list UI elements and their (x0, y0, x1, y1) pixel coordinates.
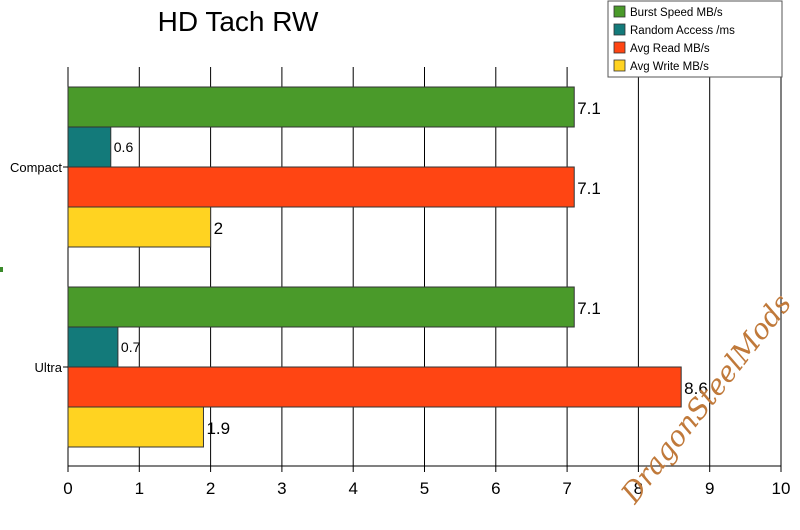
category-label: Compact (10, 160, 62, 175)
data-label: 2 (214, 219, 223, 238)
axes: 0 1 2 3 4 5 6 7 8 9 10 Compact Ultra (0, 160, 790, 498)
category-label: Ultra (35, 360, 63, 375)
x-tick-label: 5 (420, 479, 429, 498)
grid (67, 67, 782, 472)
bar (67, 366, 682, 408)
x-tick-label: 1 (135, 479, 144, 498)
legend-swatch (613, 59, 626, 72)
data-label: 1.9 (206, 419, 230, 438)
x-tick-label: 7 (562, 479, 571, 498)
x-tick-label: 0 (63, 479, 72, 498)
bar (67, 126, 112, 168)
legend-label: Avg Read MB/s (630, 43, 710, 55)
legend-label: Random Access /ms (630, 25, 735, 37)
legend-label: Avg Write MB/s (630, 61, 709, 73)
legend-swatch (613, 23, 626, 36)
x-tick-label: 2 (206, 479, 215, 498)
data-label: 7.1 (577, 99, 601, 118)
x-tick-label: 10 (772, 479, 791, 498)
data-label: 0.7 (121, 339, 141, 355)
data-label: 7.1 (577, 179, 601, 198)
bar (67, 406, 204, 448)
bar (67, 286, 575, 328)
bar (67, 326, 119, 368)
bar (67, 86, 575, 128)
bar (67, 166, 575, 208)
bars: 7.1 0.6 7.1 2 7.1 0.7 8.6 1.9 (67, 86, 708, 448)
chart-title: HD Tach RW (158, 6, 319, 37)
x-tick-label: 8 (634, 479, 643, 498)
edge-mark (0, 267, 3, 272)
data-label: 0.6 (114, 139, 134, 155)
legend-label: Burst Speed MB/s (630, 7, 723, 19)
bar (67, 206, 212, 248)
data-label: 7.1 (577, 299, 601, 318)
data-label: 8.6 (684, 379, 708, 398)
x-tick-label: 3 (277, 479, 286, 498)
legend-box (607, 0, 783, 78)
x-tick-label: 9 (705, 479, 714, 498)
legend-swatch (613, 5, 626, 18)
x-tick-label: 6 (491, 479, 500, 498)
legend: Burst Speed MB/s Random Access /ms Avg Rea… (607, 0, 783, 78)
x-tick-label: 4 (348, 479, 357, 498)
legend-swatch (613, 41, 626, 54)
